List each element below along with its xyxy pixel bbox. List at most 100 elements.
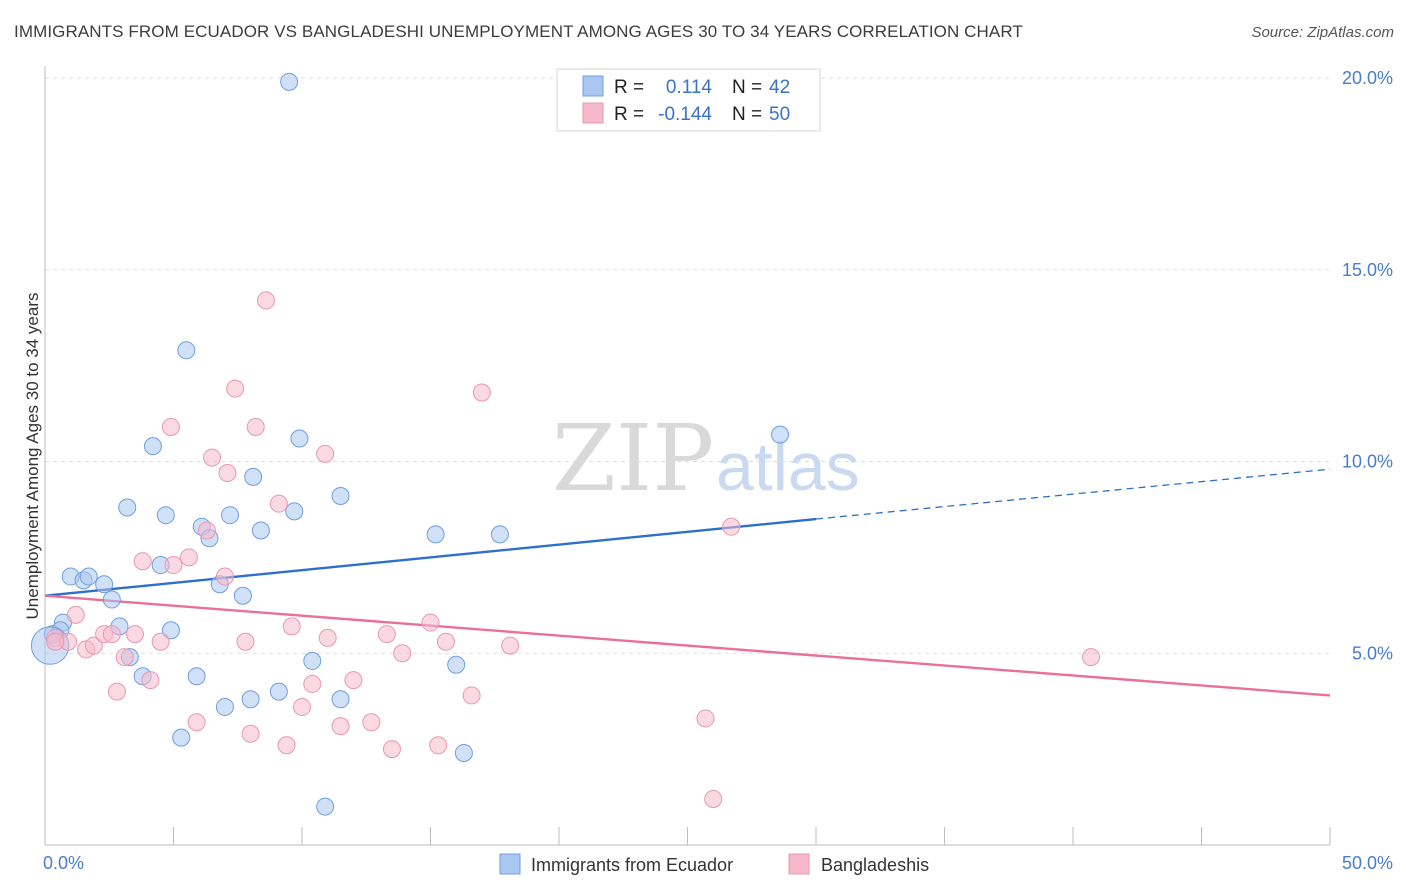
legend-n-value-bangladeshis: 50 xyxy=(769,104,790,125)
y-axis-label: Unemployment Among Ages 30 to 34 years xyxy=(23,293,42,620)
point-ecuador-35 xyxy=(331,487,350,506)
legend-r-label-ecuador: R = xyxy=(614,77,644,98)
point-bangladeshis-2 xyxy=(66,605,85,624)
bottom-legend-label-bangladeshis: Bangladeshis xyxy=(821,855,929,875)
point-bangladeshis-38 xyxy=(393,644,412,663)
legend-r-label-bangladeshis: R = xyxy=(614,104,644,125)
watermark-atlas: atlas xyxy=(716,429,860,505)
trend-line-bangladeshis xyxy=(44,594,1331,697)
x-tick-label-1: 50.0% xyxy=(1342,853,1393,873)
point-ecuador-31 xyxy=(290,429,309,448)
bottom-legend-label-ecuador: Immigrants from Ecuador xyxy=(531,855,733,875)
point-bangladeshis-7 xyxy=(107,682,126,701)
source-label: Source: ZipAtlas.com xyxy=(1251,24,1394,41)
bottom-legend-swatch-ecuador xyxy=(499,853,521,875)
point-bangladeshis-29 xyxy=(293,697,311,716)
point-bangladeshis-22 xyxy=(236,632,255,651)
point-ecuador-15 xyxy=(161,621,180,640)
point-ecuador-30 xyxy=(285,502,304,521)
point-bangladeshis-43 xyxy=(472,383,491,402)
point-ecuador-27 xyxy=(251,521,270,540)
point-ecuador-24 xyxy=(233,586,252,605)
point-ecuador-37 xyxy=(447,655,466,674)
legend: R = 0.114 N = 42 R = -0.144 N = 50 xyxy=(556,68,821,132)
trend-line-ecuador xyxy=(44,517,817,597)
point-ecuador-38 xyxy=(454,743,473,762)
point-ecuador-14 xyxy=(156,506,175,525)
point-ecuador-12 xyxy=(118,498,137,517)
point-bangladeshis-8 xyxy=(115,648,134,667)
axes xyxy=(44,66,1331,846)
x-tick-labels: 0.0% 50.0% xyxy=(43,853,1393,873)
point-bangladeshis-6 xyxy=(102,625,121,644)
point-bangladeshis-36 xyxy=(377,625,396,644)
point-bangladeshis-27 xyxy=(277,736,296,755)
legend-n-label-ecuador: N = xyxy=(732,77,762,98)
point-bangladeshis-26 xyxy=(269,494,288,513)
point-bangladeshis-4 xyxy=(84,636,103,655)
point-bangladeshis-24 xyxy=(246,417,265,436)
point-bangladeshis-20 xyxy=(218,464,237,483)
point-bangladeshis-15 xyxy=(179,548,198,567)
point-bangladeshis-10 xyxy=(133,552,152,571)
point-bangladeshis-35 xyxy=(362,713,381,732)
trend-lines xyxy=(44,468,1331,697)
data-points xyxy=(30,72,1100,816)
legend-n-value-ecuador: 42 xyxy=(769,77,790,98)
point-ecuador-29 xyxy=(280,72,299,91)
point-ecuador-34 xyxy=(331,690,350,709)
point-ecuador-23 xyxy=(221,506,240,525)
point-ecuador-11 xyxy=(143,437,162,456)
point-bangladeshis-12 xyxy=(151,632,170,651)
point-ecuador-40 xyxy=(771,425,790,444)
point-ecuador-39 xyxy=(490,525,509,544)
point-ecuador-7 xyxy=(102,590,121,609)
point-ecuador-6 xyxy=(95,575,114,594)
watermark: ZIP atlas xyxy=(552,405,860,512)
point-ecuador-26 xyxy=(244,467,263,486)
point-bangladeshis-19 xyxy=(215,567,234,586)
point-bangladeshis-23 xyxy=(241,724,260,743)
trend-line-extension-ecuador xyxy=(815,468,1331,520)
point-bangladeshis-16 xyxy=(187,713,206,732)
point-bangladeshis-17 xyxy=(197,521,216,540)
point-bangladeshis-46 xyxy=(704,789,723,808)
chart-title: IMMIGRANTS FROM ECUADOR VS BANGLADESHI U… xyxy=(14,22,1023,41)
point-bangladeshis-18 xyxy=(203,448,222,467)
point-bangladeshis-37 xyxy=(382,740,401,759)
point-bangladeshis-34 xyxy=(344,671,363,690)
point-bangladeshis-11 xyxy=(141,671,160,690)
point-bangladeshis-39 xyxy=(421,613,440,632)
point-bangladeshis-14 xyxy=(164,556,183,575)
y-tick-labels: 5.0% 10.0% 15.0% 20.0% xyxy=(1342,68,1393,663)
point-bangladeshis-28 xyxy=(282,617,301,636)
point-bangladeshis-40 xyxy=(429,736,448,755)
point-ecuador-5 xyxy=(79,567,98,586)
bottom-legend-swatch-bangladeshis xyxy=(788,853,810,875)
watermark-zip: ZIP xyxy=(552,405,714,512)
gridlines xyxy=(45,77,1330,654)
point-ecuador-28 xyxy=(269,682,288,701)
point-ecuador-36 xyxy=(426,525,445,544)
point-bangladeshis-32 xyxy=(318,628,337,647)
point-bangladeshis-44 xyxy=(501,636,520,655)
point-ecuador-22 xyxy=(215,697,234,716)
point-ecuador-32 xyxy=(303,651,322,670)
point-bangladeshis-13 xyxy=(161,417,180,436)
point-bangladeshis-21 xyxy=(226,379,245,398)
point-bangladeshis-42 xyxy=(462,686,481,705)
point-bangladeshis-31 xyxy=(316,444,335,463)
y-tick-label-3: 20.0% xyxy=(1342,68,1393,88)
legend-r-value-bangladeshis: -0.144 xyxy=(658,104,712,125)
legend-swatch-bangladeshis xyxy=(582,102,604,124)
point-ecuador-25 xyxy=(241,690,260,709)
bottom-legend: Immigrants from Ecuador Bangladeshis xyxy=(499,853,929,875)
point-ecuador-17 xyxy=(177,341,196,360)
y-tick-label-2: 15.0% xyxy=(1342,260,1393,280)
point-bangladeshis-33 xyxy=(331,717,350,736)
point-bangladeshis-25 xyxy=(257,291,276,310)
legend-r-value-ecuador: 0.114 xyxy=(666,77,713,98)
point-ecuador-18 xyxy=(187,667,206,686)
point-ecuador-33 xyxy=(316,797,335,816)
